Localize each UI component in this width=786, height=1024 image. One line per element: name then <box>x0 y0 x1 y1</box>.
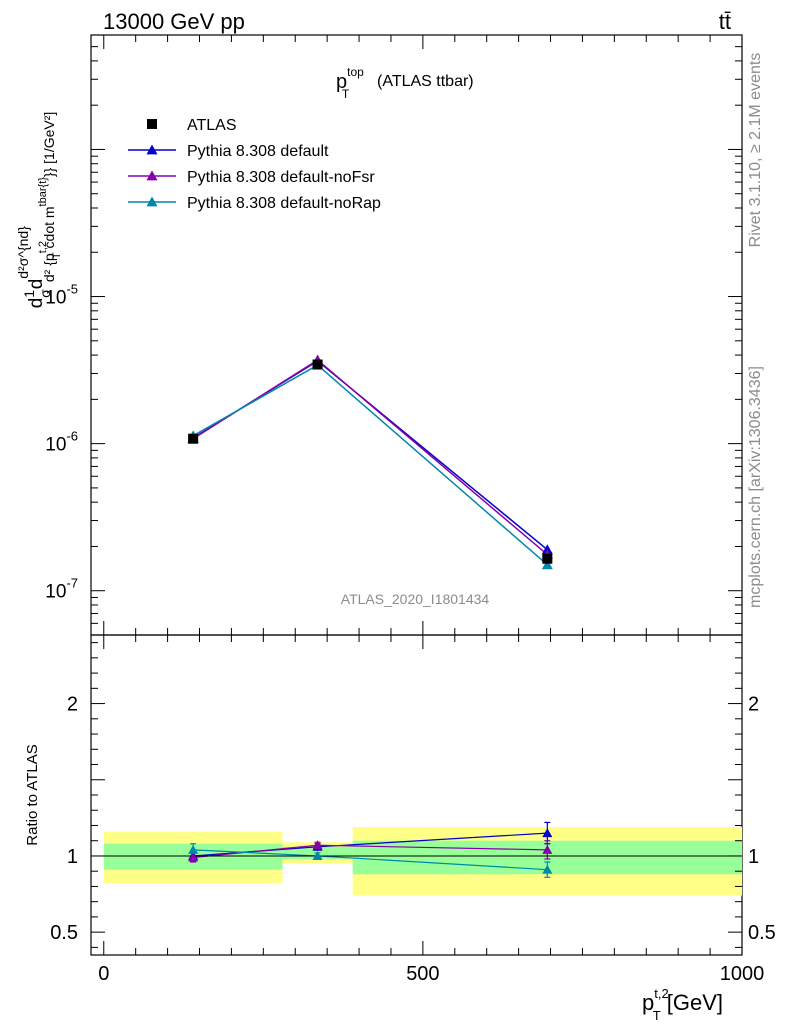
ratio-tick-label-right: 0.5 <box>748 922 776 944</box>
ratio-point <box>312 850 323 860</box>
legend-marker <box>146 196 158 207</box>
analysis-tag: ATLAS_2020_I1801434 <box>341 591 490 607</box>
ratio-panel-frame <box>90 634 743 956</box>
ratio-tick-label-right: 2 <box>748 694 759 716</box>
y-axis-label: d1σdd²σ^{nd} d² {pt,2T cdot mtbar{t}}} [1… <box>15 112 63 309</box>
legend-marker <box>146 170 158 181</box>
data-point <box>541 559 553 570</box>
header-right: tt̄ <box>719 9 731 34</box>
ratio-tick-label-left: 0.5 <box>50 922 78 944</box>
x-tick-label: 1000 <box>720 963 765 985</box>
x-tick-label: 0 <box>98 963 109 985</box>
y-tick-label: 10-6 <box>45 429 78 456</box>
data-markers <box>187 354 553 874</box>
y-tick-exponent: -6 <box>66 429 78 444</box>
legend-label: Pythia 8.308 default-noFsr <box>187 169 375 186</box>
mcplots-text: mcplots.cern.ch [arXiv:1306.3436] <box>747 366 764 608</box>
ratio-tick-label-left: 1 <box>67 846 78 868</box>
series-line <box>192 359 548 556</box>
ratio-axis-label: Ratio to ATLAS <box>24 744 41 845</box>
plot-title-rest: (ATLAS ttbar) <box>377 73 474 90</box>
plot-title-sup: top <box>347 65 364 79</box>
ratio-bands <box>103 827 742 896</box>
ratio-tick-label-left: 2 <box>67 694 78 716</box>
ratio-point <box>312 840 323 850</box>
ratio-tick-label-right: 1 <box>748 846 759 868</box>
main-series-lines <box>192 359 548 566</box>
y-tick-exponent: -5 <box>66 282 78 297</box>
data-point <box>188 433 199 444</box>
data-point <box>542 553 553 564</box>
legend: ATLAS Pythia 8.308 default Pythia 8.308 de… <box>128 117 381 212</box>
ratio-point <box>542 864 553 874</box>
svg-text:d1σdd²σ^{nd}d² {pt,2T cdot mtb: d1σdd²σ^{nd} d² {pt,2T cdot mtbar{t}}} [1… <box>15 112 63 309</box>
plot-title-main: p <box>336 71 347 93</box>
x-tick-label: 500 <box>406 963 439 985</box>
ratio-point <box>542 844 553 854</box>
y-tick-label: 10-7 <box>45 576 78 603</box>
data-point <box>312 359 323 370</box>
legend-label: ATLAS <box>187 117 237 134</box>
legend-label: Pythia 8.308 default <box>187 143 329 160</box>
ratio-point <box>542 828 553 838</box>
plot-title-sub: T <box>342 87 350 101</box>
series-line <box>192 364 548 566</box>
legend-marker <box>146 144 158 155</box>
rivet-version-text: Rivet 3.1.10, ≥ 2.1M events <box>747 53 764 248</box>
x-axis-label: pt,2 T [GeV] <box>642 986 723 1023</box>
plot-title: ptop T <box>336 65 364 101</box>
ratio-point <box>188 844 199 854</box>
legend-label: Pythia 8.308 default-noRap <box>187 195 381 212</box>
series-line <box>192 360 548 551</box>
ratio-point <box>188 852 199 862</box>
y-tick-exponent: -7 <box>66 576 78 591</box>
header-left: 13000 GeV pp <box>103 9 245 34</box>
legend-marker <box>147 119 157 129</box>
